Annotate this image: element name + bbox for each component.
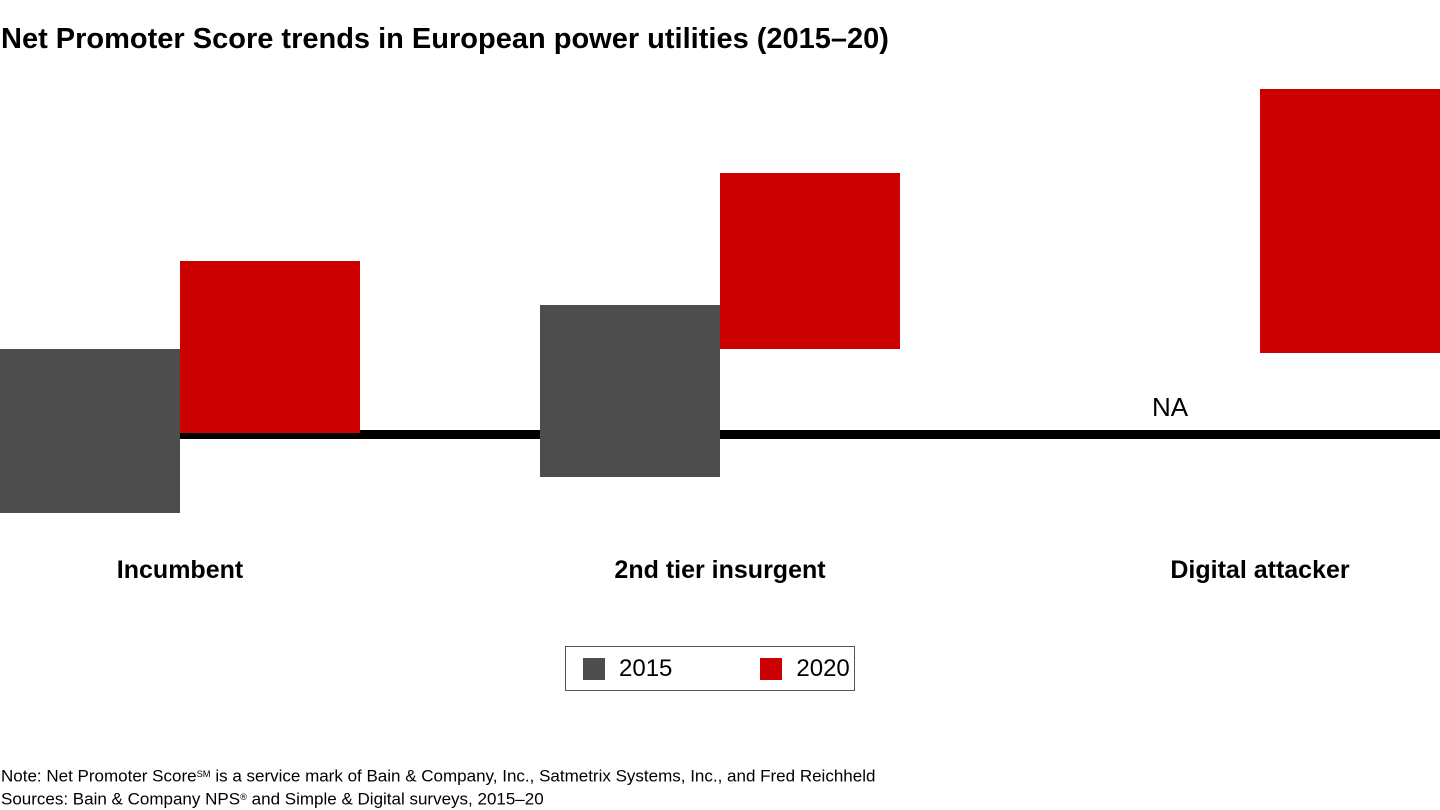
footnote-note: Note: Net Promoter ScoreSM is a service … — [1, 764, 875, 787]
legend-item-2015: 2015 — [583, 654, 673, 682]
legend-item-2020: 2020 — [760, 654, 850, 682]
footnote-sources: Sources: Bain & Company NPS® and Simple … — [1, 787, 875, 810]
legend-swatch-2020-icon — [760, 657, 783, 680]
footnote-note-servicemark: SM — [196, 769, 211, 779]
footnote-sources-text-cont: and Simple & Digital surveys, 2015–20 — [246, 789, 544, 809]
na-label-2015-digital-attacker: NA — [1151, 392, 1189, 422]
category-label-2nd-tier-insurgent: 2nd tier insurgent — [614, 556, 826, 584]
footnote-sources-registered: ® — [240, 791, 247, 802]
footnotes: Note: Net Promoter ScoreSM is a service … — [1, 764, 875, 809]
legend-swatch-2015-icon — [583, 657, 605, 680]
footnote-note-text-cont: is a service mark of Bain & Company, Inc… — [210, 766, 876, 786]
category-label-digital-attacker: Digital attacker — [1170, 556, 1350, 584]
bar-2015-2nd-tier-insurgent — [540, 305, 720, 477]
legend: 2015 2020 — [565, 646, 855, 691]
chart-title: Net Promoter Score trends in European po… — [1, 23, 889, 55]
bar-2020-digital-attacker — [1260, 89, 1440, 353]
category-label-incumbent: Incumbent — [116, 556, 244, 584]
legend-label-2020: 2020 — [796, 654, 850, 682]
bar-2015-incumbent — [0, 349, 180, 513]
bar-2020-incumbent — [180, 261, 360, 433]
footnote-sources-text: Sources: Bain & Company NPS — [1, 789, 241, 809]
zero-axis-line — [0, 430, 1440, 439]
bar-2020-2nd-tier-insurgent — [720, 173, 900, 349]
legend-label-2015: 2015 — [619, 654, 673, 682]
footnote-note-text: Note: Net Promoter Score — [1, 766, 197, 786]
